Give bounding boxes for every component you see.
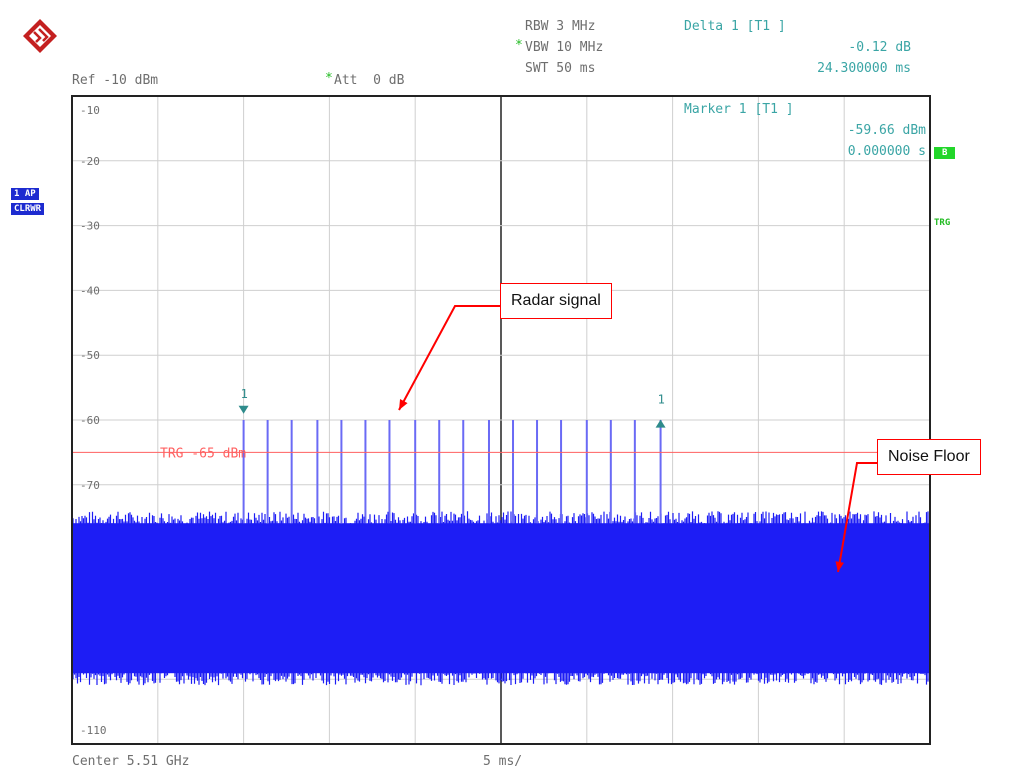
vbw-star: * <box>515 38 523 53</box>
trigger-status-tag: TRG <box>934 218 951 228</box>
radar-signal-callout: Radar signal <box>500 283 612 319</box>
status-box-b: B <box>934 147 956 159</box>
y-tick-label: -40 <box>80 284 100 297</box>
marker-triangle-up <box>655 419 666 428</box>
radar-callout-arrow <box>398 305 500 411</box>
trace-detector-tag: CLRWR <box>11 203 45 215</box>
marker-readout-time: 0.000000 s <box>847 144 926 159</box>
y-tick-label: -50 <box>80 349 100 362</box>
center-frequency: Center 5.51 GHz <box>72 754 190 769</box>
rbw-label: RBW 3 MHz <box>525 19 596 34</box>
radar-callout-arrow-head <box>399 399 408 410</box>
noise-floor-trace <box>72 511 929 686</box>
y-tick-label: -60 <box>80 414 100 427</box>
trace-mode-tag: 1 AP <box>11 188 39 200</box>
y-tick-label: -30 <box>80 220 100 233</box>
plot-border <box>71 95 931 745</box>
marker-label: 1 <box>241 387 248 401</box>
sweep-time: SWT 50 ms <box>525 61 596 76</box>
plot-frame <box>71 95 931 745</box>
delta-marker-label: Delta 1 [T1 ] <box>684 19 786 34</box>
trigger-label: TRG -65 dBm <box>160 446 246 461</box>
callout-arrows <box>398 305 877 573</box>
att-star: * <box>325 71 333 86</box>
trigger-line-group: TRG -65 dBm <box>72 446 930 461</box>
time-per-division: 5 ms/ <box>483 754 523 769</box>
noise-callout-arrow <box>837 462 877 573</box>
noise-callout-arrow-head <box>835 561 844 572</box>
attenuation: Att 0 dB <box>334 73 405 88</box>
y-tick-labels: -10 -20 -30 -40 -50 -60 -70 -110 <box>80 104 107 737</box>
marker-label: 1 <box>658 393 665 407</box>
vbw-label: VBW 10 MHz <box>525 40 604 55</box>
y-tick-label: -110 <box>80 724 107 737</box>
delta-marker-level: -0.12 dB <box>848 40 911 55</box>
y-tick-label: -70 <box>80 479 100 492</box>
radar-pulse-trace <box>242 420 662 524</box>
noise-floor-band <box>73 523 929 674</box>
noise-floor-callout: Noise Floor <box>877 439 981 475</box>
y-tick-label: -10 <box>80 104 100 117</box>
rohde-schwarz-logo <box>23 19 57 53</box>
delta-marker-time: 24.300000 ms <box>817 61 911 76</box>
y-tick-label: -20 <box>80 155 100 168</box>
ref-level: Ref -10 dBm <box>72 73 159 88</box>
marker-triangle-down <box>238 405 249 414</box>
marker-readout-label: Marker 1 [T1 ] <box>684 102 794 117</box>
marker-readout-level: -59.66 dBm <box>847 123 926 138</box>
